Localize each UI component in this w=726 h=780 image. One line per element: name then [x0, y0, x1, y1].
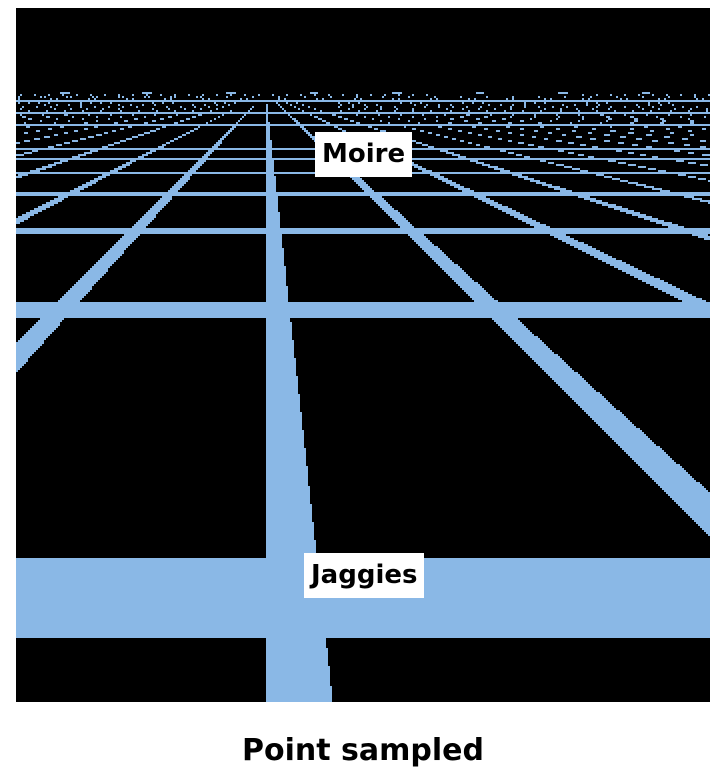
figure-caption: Point sampled: [242, 733, 484, 768]
point-sampled-grid-render: Moire Jaggies: [16, 8, 710, 702]
jaggies-label: Jaggies: [304, 553, 425, 598]
moire-label: Moire: [315, 132, 413, 177]
